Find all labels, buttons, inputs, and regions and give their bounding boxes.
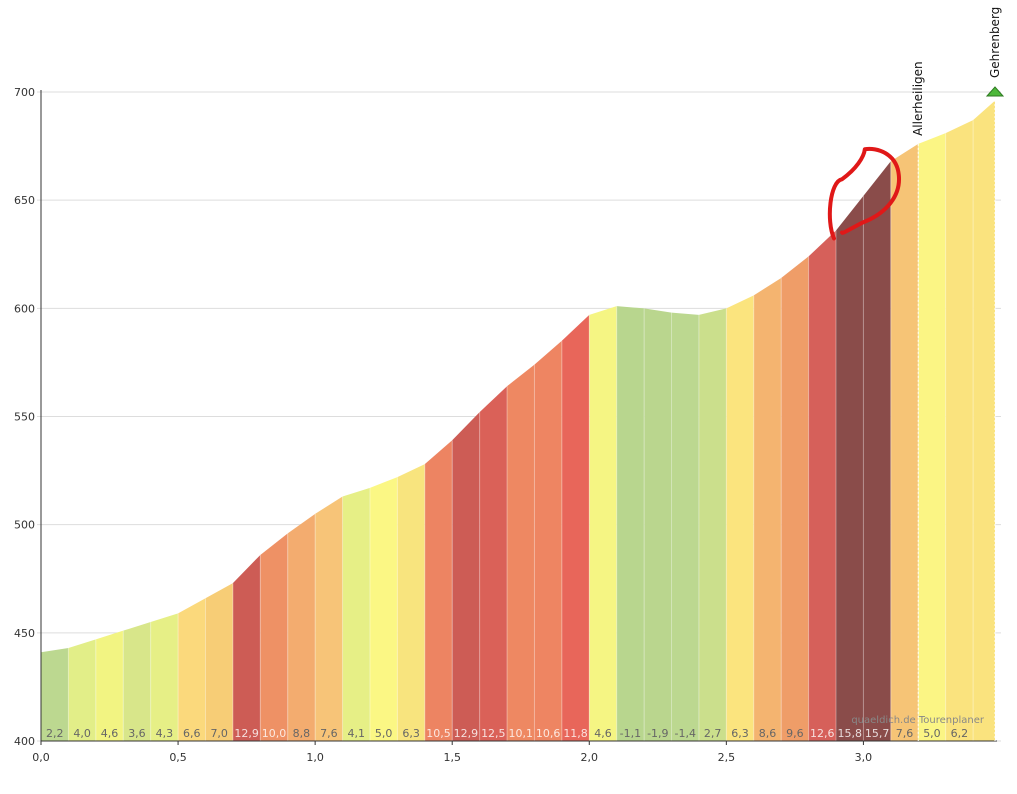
segment-dividers bbox=[67, 120, 974, 741]
axes bbox=[40, 90, 997, 745]
profile-segment bbox=[890, 143, 919, 742]
x-tick-label: 2,0 bbox=[581, 751, 599, 764]
y-tick-label: 700 bbox=[14, 86, 35, 99]
x-tick-labels: 0,0 0,5 1,0 1,5 2,0 2,5 3,0 bbox=[32, 751, 872, 764]
gradient-label: 7,6 bbox=[896, 727, 914, 740]
profile-segment bbox=[781, 256, 809, 741]
y-tick-label: 600 bbox=[14, 302, 35, 315]
waypoints: Allerheiligen Gehrenberg bbox=[911, 7, 1005, 741]
profile-segment bbox=[178, 598, 206, 741]
profile-segment bbox=[698, 308, 727, 741]
profile-segment bbox=[397, 464, 425, 741]
profile-segment bbox=[836, 195, 864, 742]
gradient-label: 10,0 bbox=[262, 727, 287, 740]
profile-segment bbox=[123, 622, 151, 741]
gradient-label: 12,9 bbox=[454, 727, 479, 740]
gradient-label: -1,9 bbox=[647, 727, 668, 740]
x-tick-label: 0,0 bbox=[32, 751, 50, 764]
profile-segment bbox=[918, 133, 946, 741]
y-tick-label: 400 bbox=[14, 735, 35, 748]
gradient-label: 7,0 bbox=[210, 727, 228, 740]
profile-segment bbox=[41, 647, 69, 741]
profile-segment bbox=[260, 533, 288, 741]
profile-segment bbox=[589, 306, 617, 741]
gradient-label: 6,3 bbox=[731, 727, 749, 740]
x-tick-label: 0,5 bbox=[169, 751, 187, 764]
y-tick-label: 500 bbox=[14, 519, 35, 532]
profile-segment bbox=[205, 583, 233, 741]
x-tick-label: 2,5 bbox=[718, 751, 736, 764]
gradient-label: 4,6 bbox=[594, 727, 612, 740]
profile-segment bbox=[561, 314, 590, 741]
y-tick-label: 450 bbox=[14, 627, 35, 640]
profile-segment bbox=[973, 100, 995, 742]
profile-segment bbox=[753, 278, 782, 741]
x-tick-label: 1,0 bbox=[306, 751, 324, 764]
y-tick-label: 550 bbox=[14, 411, 35, 424]
profile-segment bbox=[95, 630, 124, 741]
gradient-label: 7,6 bbox=[320, 727, 338, 740]
gradient-label: 4,3 bbox=[156, 727, 174, 740]
gradient-labels: 2,2 4,0 4,6 3,6 4,3 6,6 7,0 12,9 10,0 8,8 7,6 4,1 5,… bbox=[46, 727, 968, 740]
watermark-text: quaeldich.de Tourenplaner bbox=[851, 715, 985, 726]
summit-flag-icon bbox=[985, 86, 1005, 97]
gradient-label: 5,0 bbox=[923, 727, 941, 740]
gradient-label: 6,6 bbox=[183, 727, 201, 740]
gradient-label: 2,7 bbox=[704, 727, 722, 740]
profile-segment bbox=[616, 306, 645, 741]
profile-segment bbox=[315, 496, 343, 741]
profile-segment bbox=[671, 312, 699, 741]
gradient-label: 12,9 bbox=[234, 727, 259, 740]
gradient-label: 12,6 bbox=[810, 727, 835, 740]
gradient-label: 15,7 bbox=[865, 727, 890, 740]
profile-segment bbox=[150, 613, 179, 741]
profile-segment bbox=[342, 487, 370, 741]
gradient-label: 4,6 bbox=[101, 727, 119, 740]
gradient-label: 5,0 bbox=[375, 727, 393, 740]
profile-segment bbox=[232, 554, 261, 741]
gradient-label: 12,5 bbox=[481, 727, 506, 740]
profile-segment bbox=[452, 412, 480, 741]
profile-segment bbox=[479, 386, 508, 741]
profile-segment bbox=[863, 161, 891, 741]
gradient-label: 15,8 bbox=[837, 727, 862, 740]
gradient-label: 2,2 bbox=[46, 727, 64, 740]
y-tick-labels: 400 450 500 550 600 650 700 bbox=[14, 86, 35, 748]
profile-segment bbox=[68, 639, 96, 741]
profile-segment bbox=[534, 340, 562, 741]
y-tick-label: 650 bbox=[14, 194, 35, 207]
gradient-label: 10,6 bbox=[536, 727, 561, 740]
profile-segment bbox=[369, 477, 398, 741]
waypoint-label: Allerheiligen bbox=[911, 61, 925, 136]
gradient-label: 9,6 bbox=[786, 727, 804, 740]
profile-segment bbox=[726, 295, 754, 741]
gradient-label: -1,4 bbox=[674, 727, 695, 740]
profile-segment bbox=[945, 120, 974, 741]
gradient-label: 11,8 bbox=[563, 727, 588, 740]
x-tick-label: 1,5 bbox=[443, 751, 461, 764]
gradient-label: 4,0 bbox=[73, 727, 91, 740]
gradient-label: 8,6 bbox=[759, 727, 777, 740]
gradient-label: 3,6 bbox=[128, 727, 146, 740]
gradient-label: 6,3 bbox=[402, 727, 420, 740]
gradient-label: 6,2 bbox=[951, 727, 969, 740]
annotation-circle bbox=[827, 146, 901, 241]
profile-segment bbox=[287, 513, 316, 741]
gradient-label: -1,1 bbox=[620, 727, 641, 740]
gradient-label: 10,1 bbox=[508, 727, 533, 740]
profile-segment bbox=[808, 230, 836, 741]
waypoint-label: Gehrenberg bbox=[988, 7, 1002, 78]
gradient-label: 4,1 bbox=[348, 727, 366, 740]
profile-segment bbox=[424, 440, 453, 741]
annotation-layer bbox=[827, 146, 901, 241]
gradient-label: 8,8 bbox=[293, 727, 311, 740]
profile-segments bbox=[41, 100, 995, 742]
profile-segment bbox=[644, 308, 672, 741]
x-tick-label: 3,0 bbox=[855, 751, 873, 764]
gradient-label: 10,5 bbox=[426, 727, 451, 740]
profile-segment bbox=[507, 364, 535, 741]
